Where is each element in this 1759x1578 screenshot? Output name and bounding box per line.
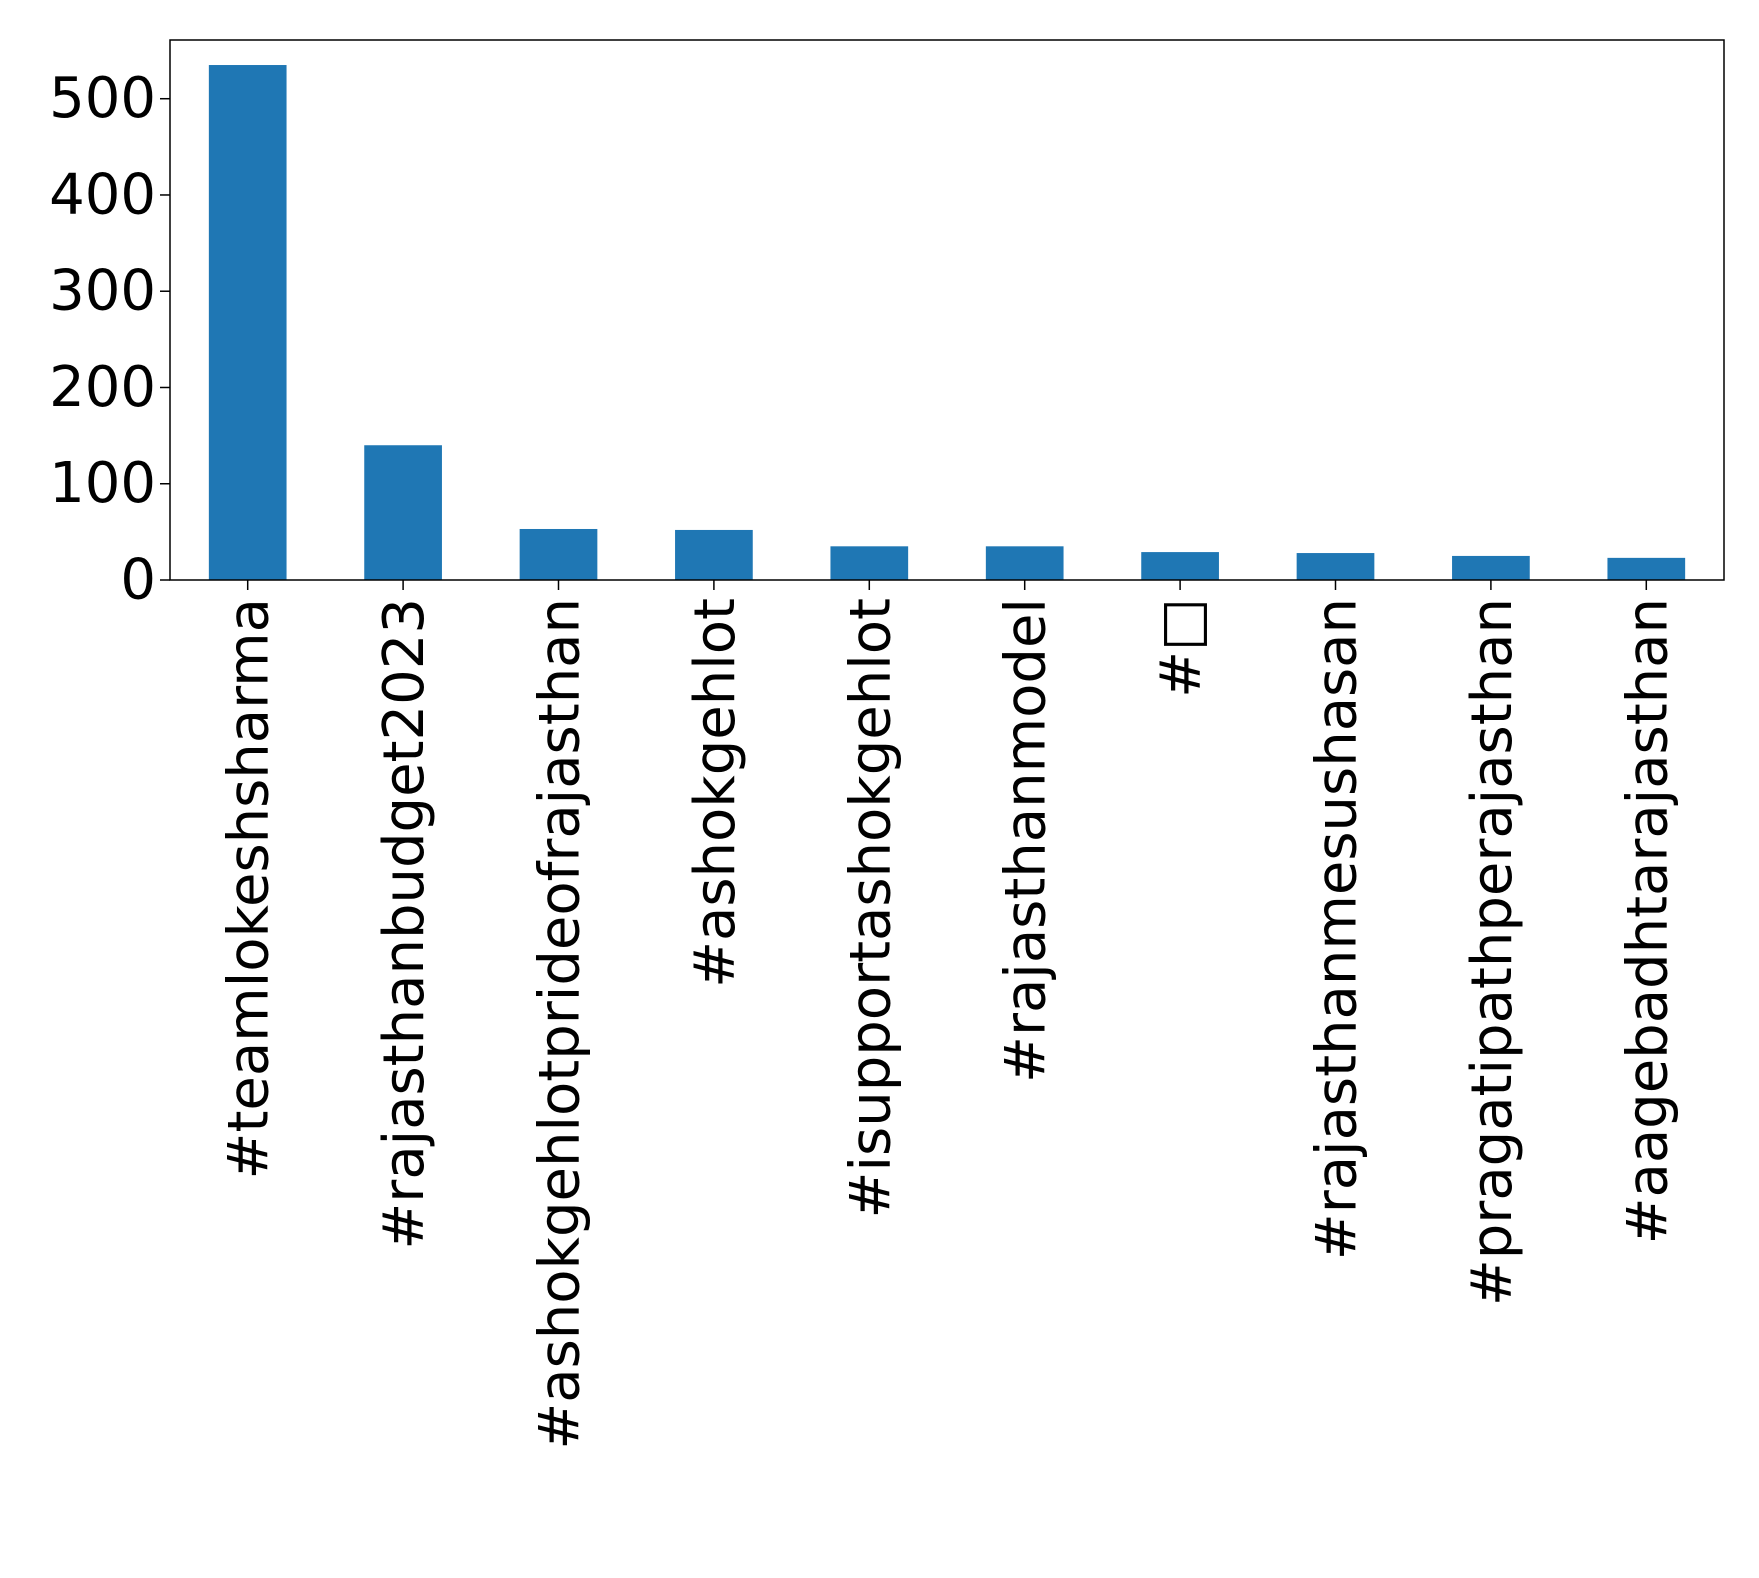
plot-frame: [169, 39, 1725, 581]
y-tick-label: 0: [120, 548, 156, 613]
x-tick-label: #isupportashokgehlot: [838, 598, 903, 1218]
y-tick-label: 400: [49, 162, 156, 227]
x-tick-label: #rajasthanmesushasan: [1305, 598, 1370, 1260]
x-tick-label: #pragatipathperajasthan: [1460, 598, 1525, 1306]
x-tick-label: #aagebadhtarajasthan: [1615, 598, 1680, 1244]
y-tick-label: 200: [49, 355, 156, 420]
bar: [364, 445, 442, 580]
bar: [1452, 555, 1530, 580]
x-tick-label: #teamlokeshsharma: [217, 598, 282, 1179]
y-axis: 0 100 200 300 400 500: [49, 66, 170, 613]
bars-group: [208, 65, 1686, 581]
x-tick-label: #rajasthanbudget2023: [372, 598, 437, 1250]
bar: [985, 546, 1064, 580]
bar: [1141, 552, 1219, 580]
bar: [830, 546, 909, 580]
x-tick-label: #ashokgehlot: [683, 598, 748, 988]
bar: [208, 65, 287, 581]
x-tick-label: #ashokgehlotprideofrajasthan: [528, 598, 593, 1450]
x-tick-label: #□: [1149, 598, 1214, 698]
bar: [1607, 557, 1686, 580]
x-axis: #teamlokeshsharma #rajasthanbudget2023 #as…: [217, 580, 1680, 1450]
bar: [675, 529, 753, 580]
y-tick-label: 500: [49, 66, 156, 131]
y-tick-label: 300: [49, 259, 156, 324]
bar: [519, 528, 598, 580]
x-tick-label: #rajasthanmodel: [994, 598, 1059, 1083]
bar: [1296, 553, 1375, 580]
y-tick-label: 100: [49, 451, 156, 516]
